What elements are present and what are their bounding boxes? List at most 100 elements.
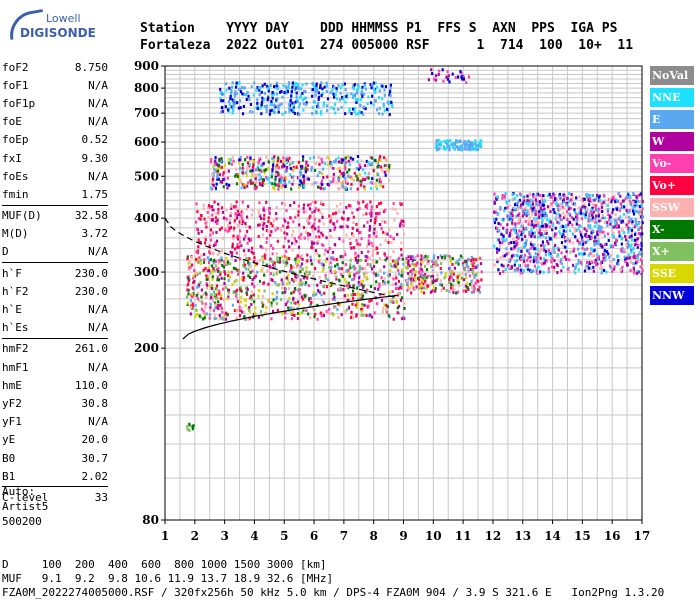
echo-point [370,156,374,160]
echo-point [220,306,223,310]
param-name: fxI [2,151,22,165]
echo-point [243,315,246,319]
echo-point [276,256,279,260]
echo-point [393,259,396,263]
param-row-d: D N/A [2,243,108,261]
echo-point [312,226,316,230]
echo-point [354,255,357,259]
echo-point [240,186,243,190]
echo-point [239,158,242,162]
echo-point [473,276,476,280]
echo-point [344,280,348,284]
echo-point [353,106,357,110]
echo-point [233,94,237,98]
echo-point [254,263,257,267]
echo-point [349,241,352,245]
echo-point [196,257,199,261]
echo-point [497,211,500,215]
echo-point [361,94,364,98]
echo-point [443,139,446,143]
echo-point [507,217,510,221]
param-name: D [2,245,9,259]
echo-point [269,109,272,113]
echo-point [375,234,378,238]
echo-point [327,278,330,282]
echo-point [234,259,237,263]
echo-point [388,228,391,232]
echo-point [389,269,392,273]
echo-point [243,185,246,189]
echo-point [241,166,244,170]
echo-point [548,192,551,196]
echo-point [570,192,573,196]
echo-point [259,181,262,185]
echo-point [285,160,289,164]
param-value: 230.0 [74,284,108,298]
echo-point [262,281,266,285]
echo-point [355,314,358,318]
echo-point [302,276,306,280]
echo-point [526,267,529,271]
echo-point [522,259,526,263]
echo-point [407,261,410,265]
echo-point [332,172,335,176]
echo-point [278,184,282,188]
echo-point [633,262,636,266]
echo-point [549,251,552,255]
echo-point [589,259,593,263]
echo-point [316,105,319,109]
echo-point [563,199,566,203]
echo-point [197,231,200,235]
echo-point [185,295,189,299]
echo-point [609,222,612,226]
echo-point [272,298,275,302]
echo-point [605,242,608,246]
echo-point [188,260,192,264]
echo-point [234,174,237,178]
echo-point [290,291,293,295]
echo-point [292,220,295,224]
echo-point [232,291,235,295]
echo-point [560,262,563,266]
echo-point [212,261,216,265]
param-row-h-es: h`Es N/A [2,319,108,337]
echo-point [576,239,579,243]
echo-point [597,214,600,218]
echo-point [519,192,522,196]
echo-point [354,303,357,307]
echo-point [567,207,571,211]
echo-point [503,194,507,198]
echo-point [381,97,384,101]
echo-point [258,93,261,97]
echo-point [210,187,214,191]
echo-point [633,209,636,213]
echo-point [191,292,194,296]
echo-point [275,183,278,187]
echo-point [446,139,449,143]
echo-point [355,305,358,309]
echo-point [469,148,472,152]
echo-point [579,208,583,212]
echo-point [263,98,266,102]
echo-point [466,270,469,274]
echo-point [306,276,309,280]
echo-point [274,172,278,176]
echo-point [309,202,312,206]
echo-point [571,195,574,199]
echo-point [321,160,324,164]
echo-point [212,171,215,175]
echo-point [379,293,382,297]
auto-label: Auto: [2,485,36,498]
echo-point [456,260,459,264]
echo-point [216,291,219,295]
echo-point [562,211,565,215]
echo-point [313,222,316,226]
echo-point [588,234,591,238]
echo-point [282,156,285,160]
echo-point [472,264,475,268]
echo-point [190,305,193,309]
echo-point [376,86,379,90]
echo-point [272,186,275,190]
echo-point [372,271,375,275]
echo-point [367,235,371,239]
